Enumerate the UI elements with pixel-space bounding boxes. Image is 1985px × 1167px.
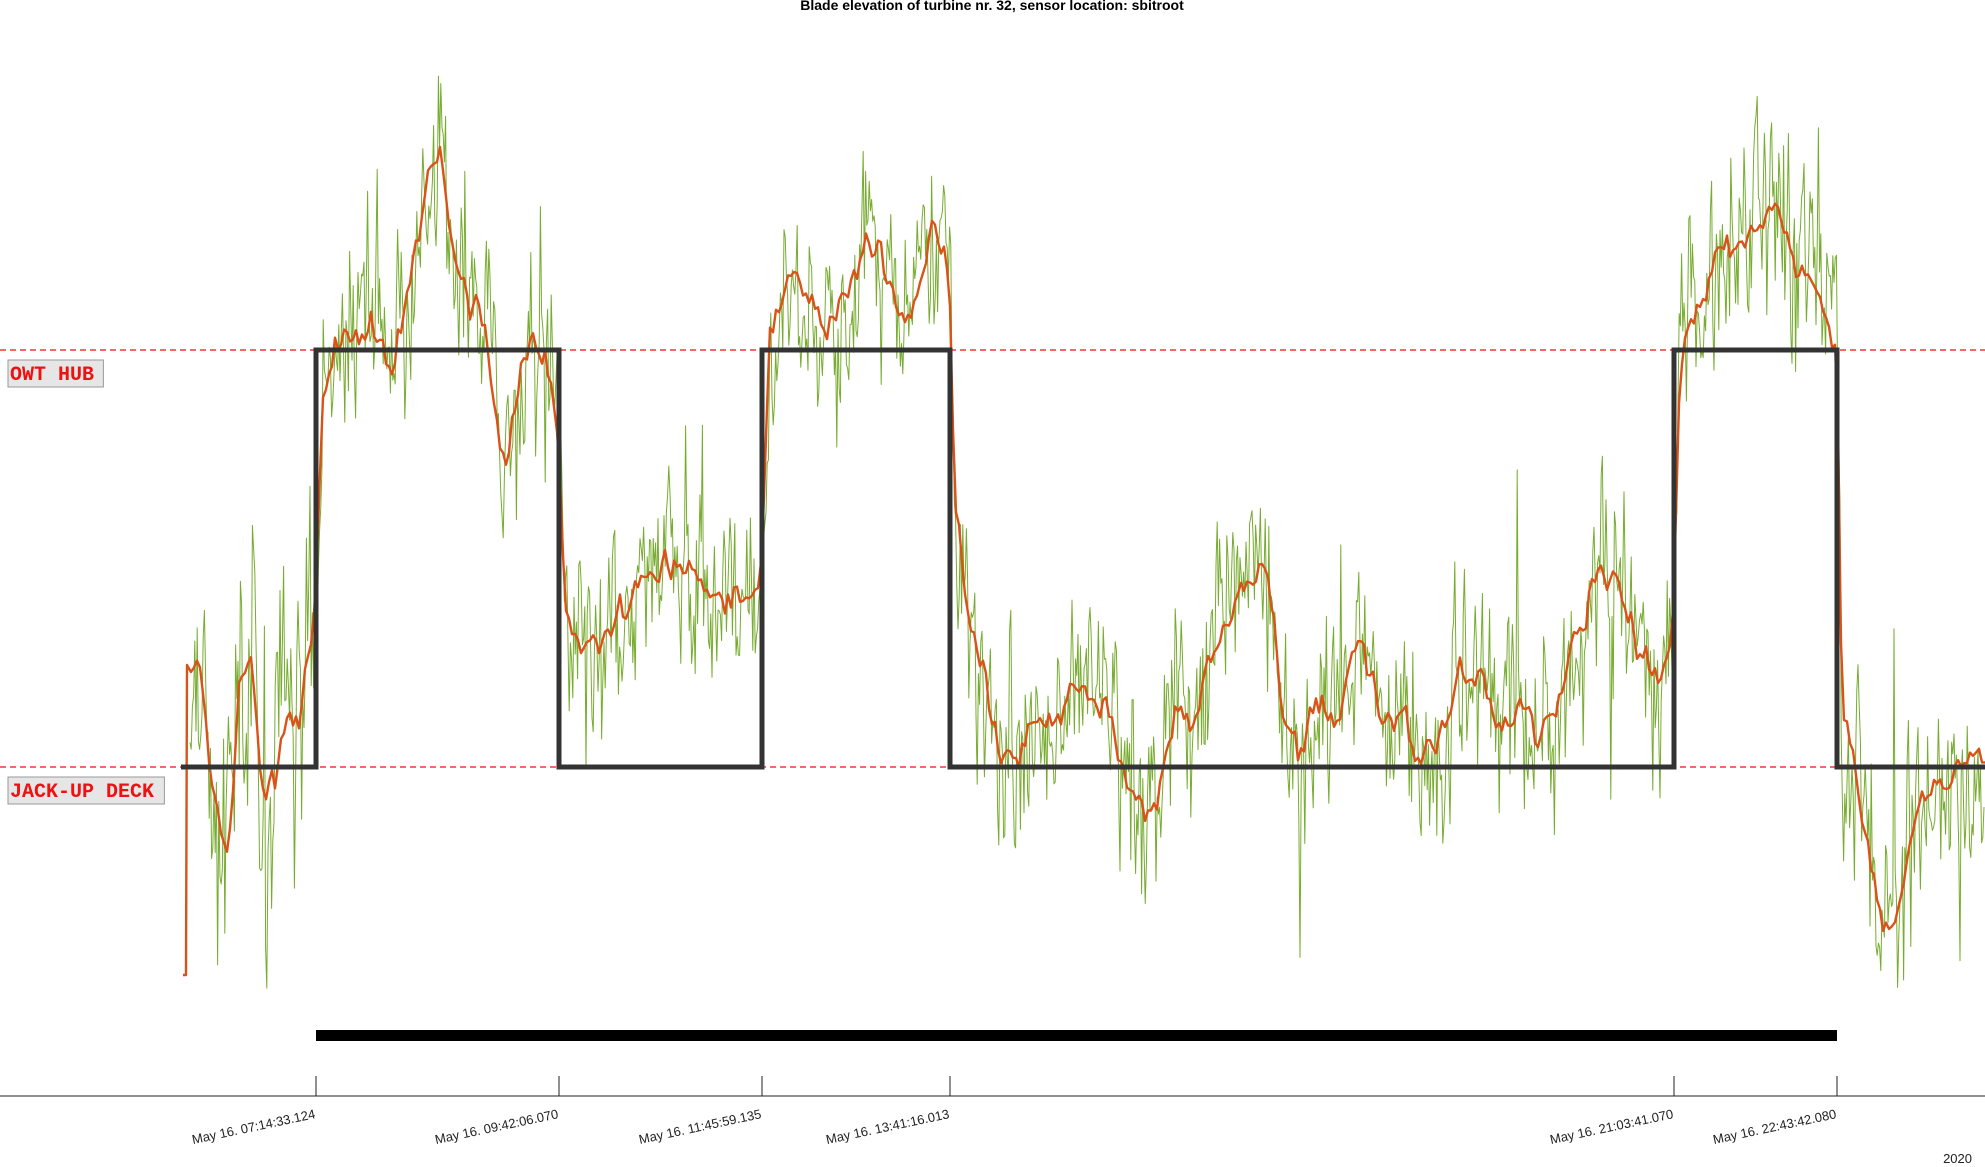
- state-series: [181, 347, 1985, 770]
- x-axis: May 16. 07:14:33.124 May 16. 09:42:06.070…: [0, 1076, 1985, 1147]
- reference-lines: [0, 349, 1985, 768]
- reference-label-lower: JACK-UP DECK: [10, 781, 154, 804]
- x-tick-label: May 16. 21:03:41.070: [1548, 1106, 1674, 1147]
- reference-label-upper: OWT HUB: [10, 364, 94, 387]
- year-label: 2020: [1943, 1151, 1972, 1166]
- chart-title: Blade elevation of turbine nr. 32, senso…: [800, 0, 1184, 13]
- raw-series: [189, 75, 1985, 989]
- x-tick-label: May 16. 13:41:16.013: [824, 1106, 950, 1147]
- x-tick-label: May 16. 22:43:42.080: [1711, 1106, 1837, 1147]
- raw-signal-line: [189, 75, 1985, 989]
- state-step-line: [181, 347, 1985, 770]
- x-tick-label: May 16. 07:14:33.124: [190, 1106, 316, 1147]
- reference-labels: OWT HUB JACK-UP DECK: [7, 359, 165, 805]
- reference-label-box: [7, 776, 165, 805]
- duration-bar-rect: [316, 1030, 1837, 1041]
- x-tick-label: May 16. 09:42:06.070: [433, 1106, 559, 1147]
- x-tick-label: May 16. 11:45:59.135: [637, 1106, 762, 1147]
- duration-bar: [316, 1030, 1837, 1041]
- reference-label-box: [7, 359, 104, 388]
- smoothed-series: [183, 145, 1985, 977]
- smoothed-signal-line: [183, 145, 1985, 977]
